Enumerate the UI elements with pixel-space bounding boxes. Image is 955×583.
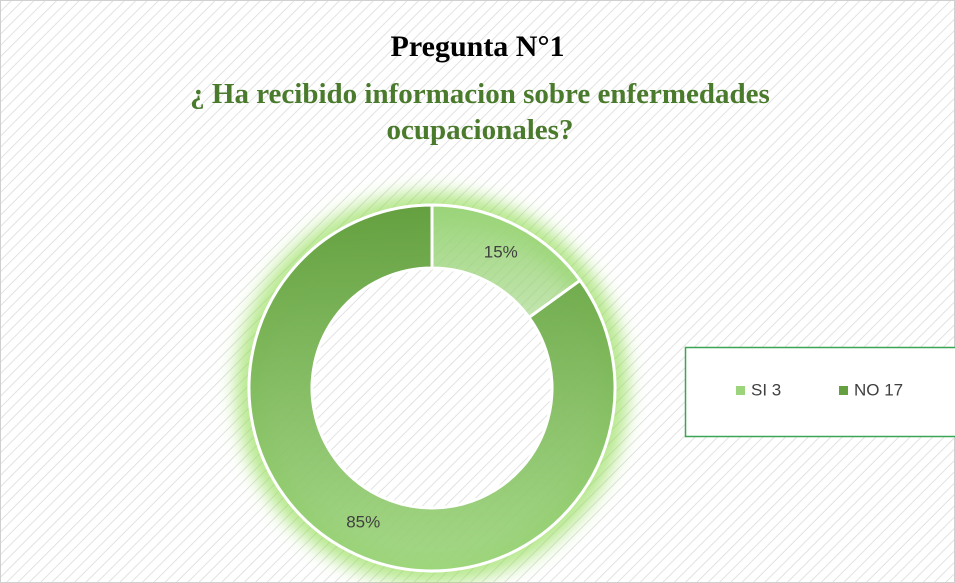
legend-swatch [839, 386, 848, 395]
legend-label: SI 3 [751, 380, 781, 399]
legend-swatch [736, 386, 745, 395]
chart-title: Pregunta N°1 [390, 30, 565, 63]
data-label: 85% [346, 512, 380, 531]
donut-slice [247, 203, 617, 573]
chart-subtitle: ¿ Ha recibido informacion sobre enfermed… [190, 78, 770, 146]
legend-label: NO 17 [854, 380, 903, 399]
data-label: 15% [484, 242, 518, 261]
legend-box [684, 346, 955, 438]
